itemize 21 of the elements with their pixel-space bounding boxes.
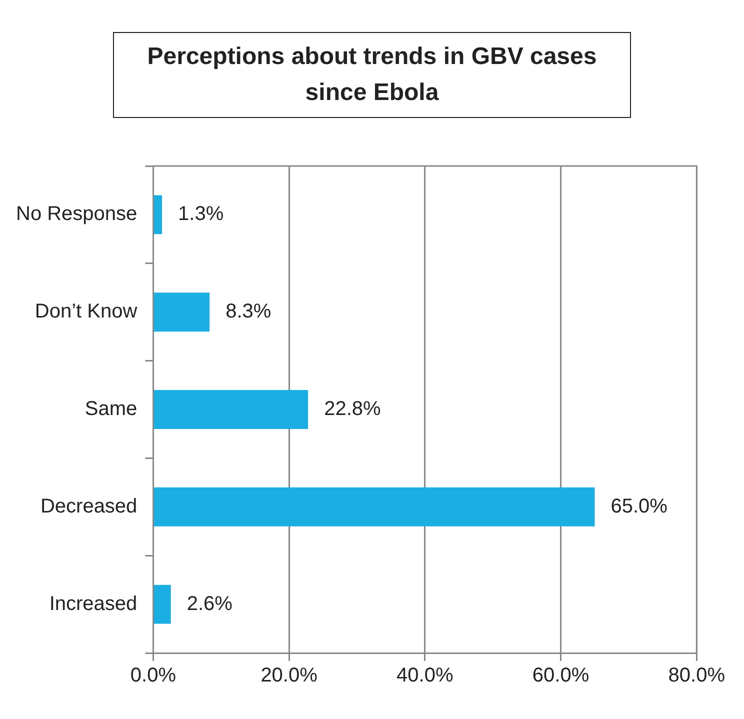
bar [154, 487, 595, 526]
bar [154, 584, 171, 624]
x-tick-label: 40.0% [396, 664, 454, 687]
data-label: 22.8% [324, 398, 381, 420]
x-tick-label: 80.0% [668, 664, 726, 687]
bar [154, 195, 162, 234]
y-tick-label: Decreased [40, 495, 138, 518]
y-tick-label: Increased [49, 592, 138, 615]
data-label: 1.3% [178, 203, 224, 226]
data-label: 2.6% [186, 592, 233, 615]
data-label: 8.3% [226, 300, 272, 323]
y-tick-label: Same [84, 398, 138, 420]
bar [154, 390, 308, 429]
y-tick-label: Don’t Know [34, 300, 138, 323]
x-tick-label: 20.0% [260, 664, 318, 687]
y-tick-label: No Response [16, 203, 138, 226]
data-label: 65.0% [610, 495, 668, 518]
chart-title: Perceptions about trends in GBV cases since Ebola [113, 32, 631, 118]
bar [154, 292, 210, 332]
x-tick-label: 0.0% [130, 664, 176, 687]
x-tick-label: 60.0% [532, 664, 590, 687]
